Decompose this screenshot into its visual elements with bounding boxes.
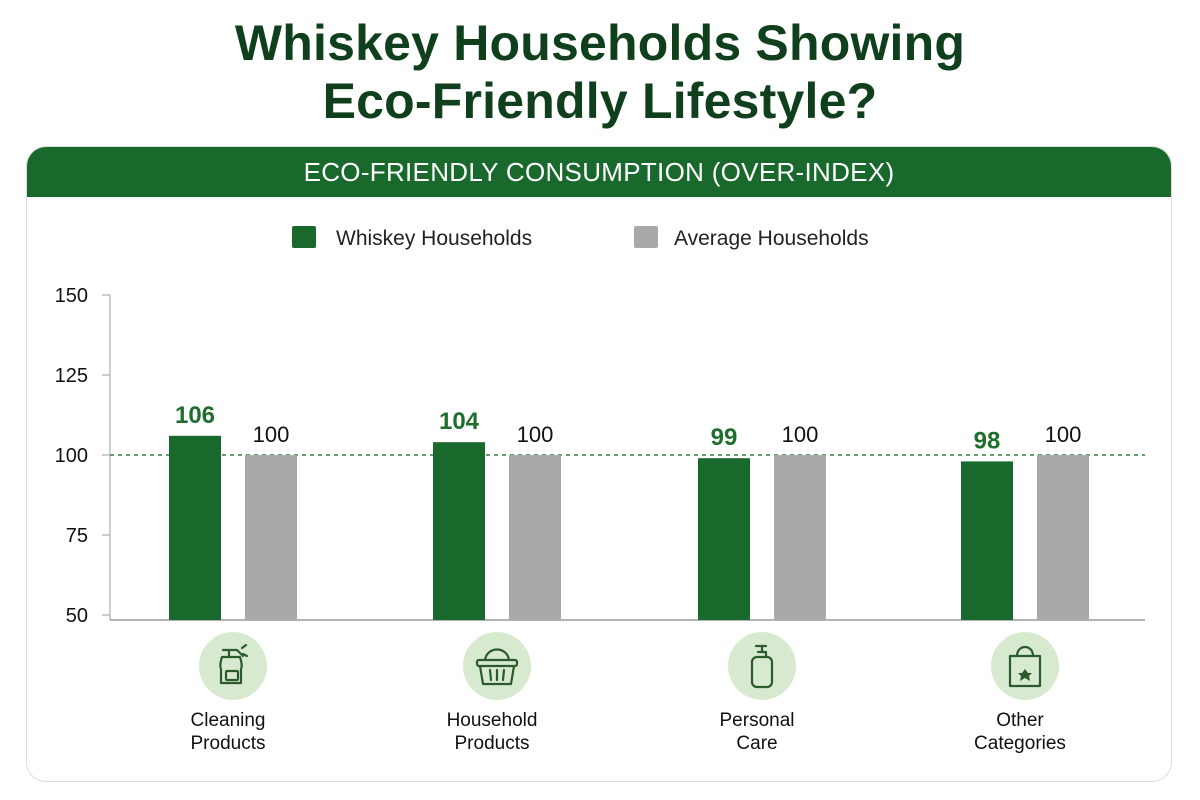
category-label: Household — [447, 710, 538, 731]
bar-average — [774, 455, 826, 620]
data-label-whiskey: 99 — [711, 424, 738, 451]
title-line-1: Whiskey Households Showing — [234, 15, 966, 71]
data-label-average: 100 — [253, 422, 290, 447]
bar-average — [509, 455, 561, 620]
title-line-2: Eco-Friendly Lifestyle? — [322, 73, 878, 129]
y-tick-label: 50 — [66, 605, 88, 627]
spray-bottle-icon — [199, 632, 267, 700]
chart-banner: ECO-FRIENDLY CONSUMPTION (OVER-INDEX) — [27, 147, 1171, 197]
category-label: Products — [191, 733, 266, 754]
bar-average — [245, 455, 297, 620]
data-label-average: 100 — [782, 422, 819, 447]
category-label: Cleaning — [191, 710, 266, 731]
data-label-average: 100 — [1045, 422, 1082, 447]
page-title: Whiskey Households Showing Eco-Friendly … — [0, 14, 1200, 130]
y-tick-label: 75 — [66, 525, 88, 547]
categories: CleaningProductsHouseholdProductsPersona… — [191, 632, 1066, 754]
category-label: Categories — [974, 733, 1066, 754]
data-label-whiskey: 98 — [974, 427, 1001, 454]
y-tick-label: 100 — [55, 445, 88, 467]
category-label: Other — [996, 710, 1044, 731]
bar-whiskey — [169, 435, 221, 620]
bar-whiskey — [433, 442, 485, 620]
data-label-whiskey: 104 — [439, 408, 480, 435]
bar-whiskey — [698, 458, 750, 620]
legend-label-average: Average Households — [674, 227, 869, 250]
y-axis: 150 125 100 75 50 — [55, 285, 110, 627]
y-tick-label: 125 — [55, 365, 88, 387]
shopping-bag-icon — [991, 632, 1059, 700]
basket-icon — [463, 632, 531, 700]
data-label-average: 100 — [517, 422, 554, 447]
bar-whiskey — [961, 461, 1013, 620]
data-label-whiskey: 106 — [175, 402, 215, 429]
legend-swatch-whiskey — [292, 226, 316, 248]
legend: Whiskey Households Average Households — [292, 226, 869, 250]
category-label: Personal — [720, 710, 795, 731]
category-label: Products — [455, 733, 530, 754]
legend-swatch-average — [634, 226, 658, 248]
bar-average — [1037, 455, 1089, 620]
category-label: Care — [736, 733, 777, 754]
y-tick-label: 150 — [55, 285, 88, 307]
bars: 106 100 104 100 99 100 98 100 — [169, 402, 1089, 620]
legend-label-whiskey: Whiskey Households — [336, 227, 532, 250]
pump-bottle-icon — [728, 632, 796, 700]
